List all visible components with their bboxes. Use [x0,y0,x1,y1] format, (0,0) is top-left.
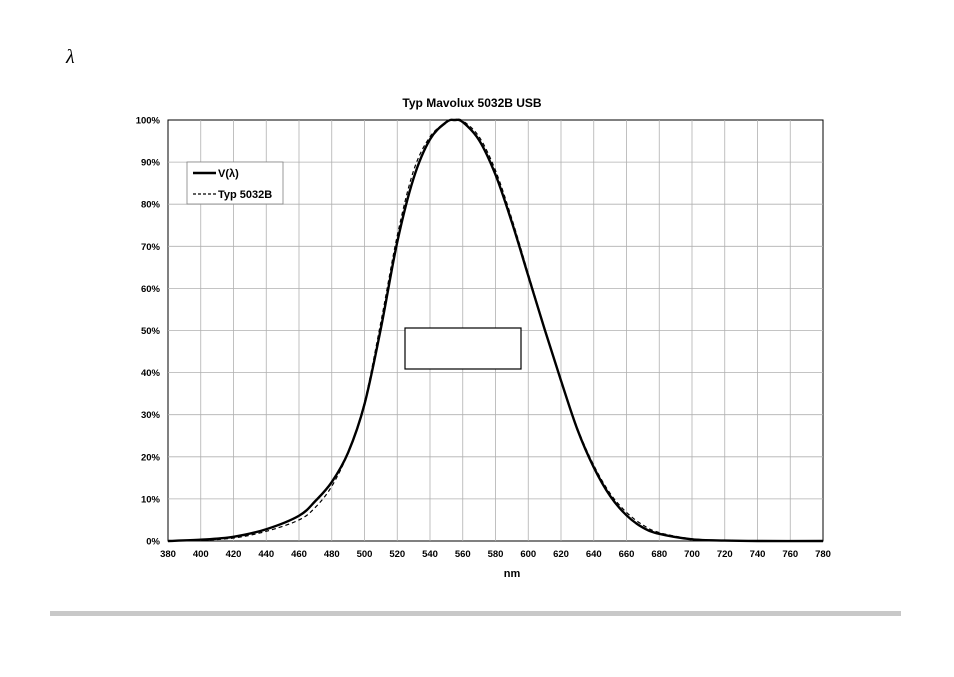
y-tick-label: 40% [141,368,161,379]
y-tick-label: 90% [141,158,161,169]
x-tick-label: 520 [389,549,405,560]
x-tick-label: 680 [651,549,667,560]
x-axis-label: nm [504,568,521,580]
x-tick-label: 480 [324,549,340,560]
x-tick-label: 640 [586,549,602,560]
y-tick-label: 30% [141,410,161,421]
legend-label: Typ 5032B [218,189,272,201]
x-tick-label: 580 [488,549,504,560]
x-tick-label: 720 [717,549,733,560]
legend: V(λ) Typ 5032B [186,161,284,205]
x-tick-label: 420 [226,549,242,560]
y-tick-label: 100% [136,116,161,127]
y-tick-label: 50% [141,326,161,337]
legend-box [186,161,284,205]
x-tick-label: 660 [619,549,635,560]
y-tick-label: 0% [146,537,160,548]
legend-label: V(λ) [218,168,239,180]
y-tick-label: 70% [141,242,161,253]
grid [168,120,823,541]
x-tick-label: 500 [357,549,373,560]
x-tick-label: 700 [684,549,700,560]
x-tick-label: 380 [160,549,176,560]
x-tick-label: 620 [553,549,569,560]
x-tick-label: 760 [782,549,798,560]
x-tick-label: 740 [750,549,766,560]
series-line-v-lambda [167,118,824,543]
bottom-divider [50,611,901,616]
series-line-typ-5032b [167,118,824,542]
x-tick-label: 600 [520,549,536,560]
x-tick-label: 460 [291,549,307,560]
x-tick-label: 440 [258,549,274,560]
x-tick-label: 400 [193,549,209,560]
y-tick-label: 60% [141,284,161,295]
series-lines [167,118,824,543]
y-tick-label: 80% [141,200,161,211]
lambda-symbol: λ [66,46,75,68]
annotation-box [404,327,522,370]
y-tick-label: 20% [141,452,161,463]
y-tick-label: 10% [141,494,161,505]
chart-title: Typ Mavolux 5032B USB [402,96,541,110]
x-tick-label: 540 [422,549,438,560]
tick-labels: 380 400 420 440 460 480 500 520 540 560 580 600 620 6… [136,116,831,561]
x-tick-label: 780 [815,549,831,560]
x-tick-label: 560 [455,549,471,560]
